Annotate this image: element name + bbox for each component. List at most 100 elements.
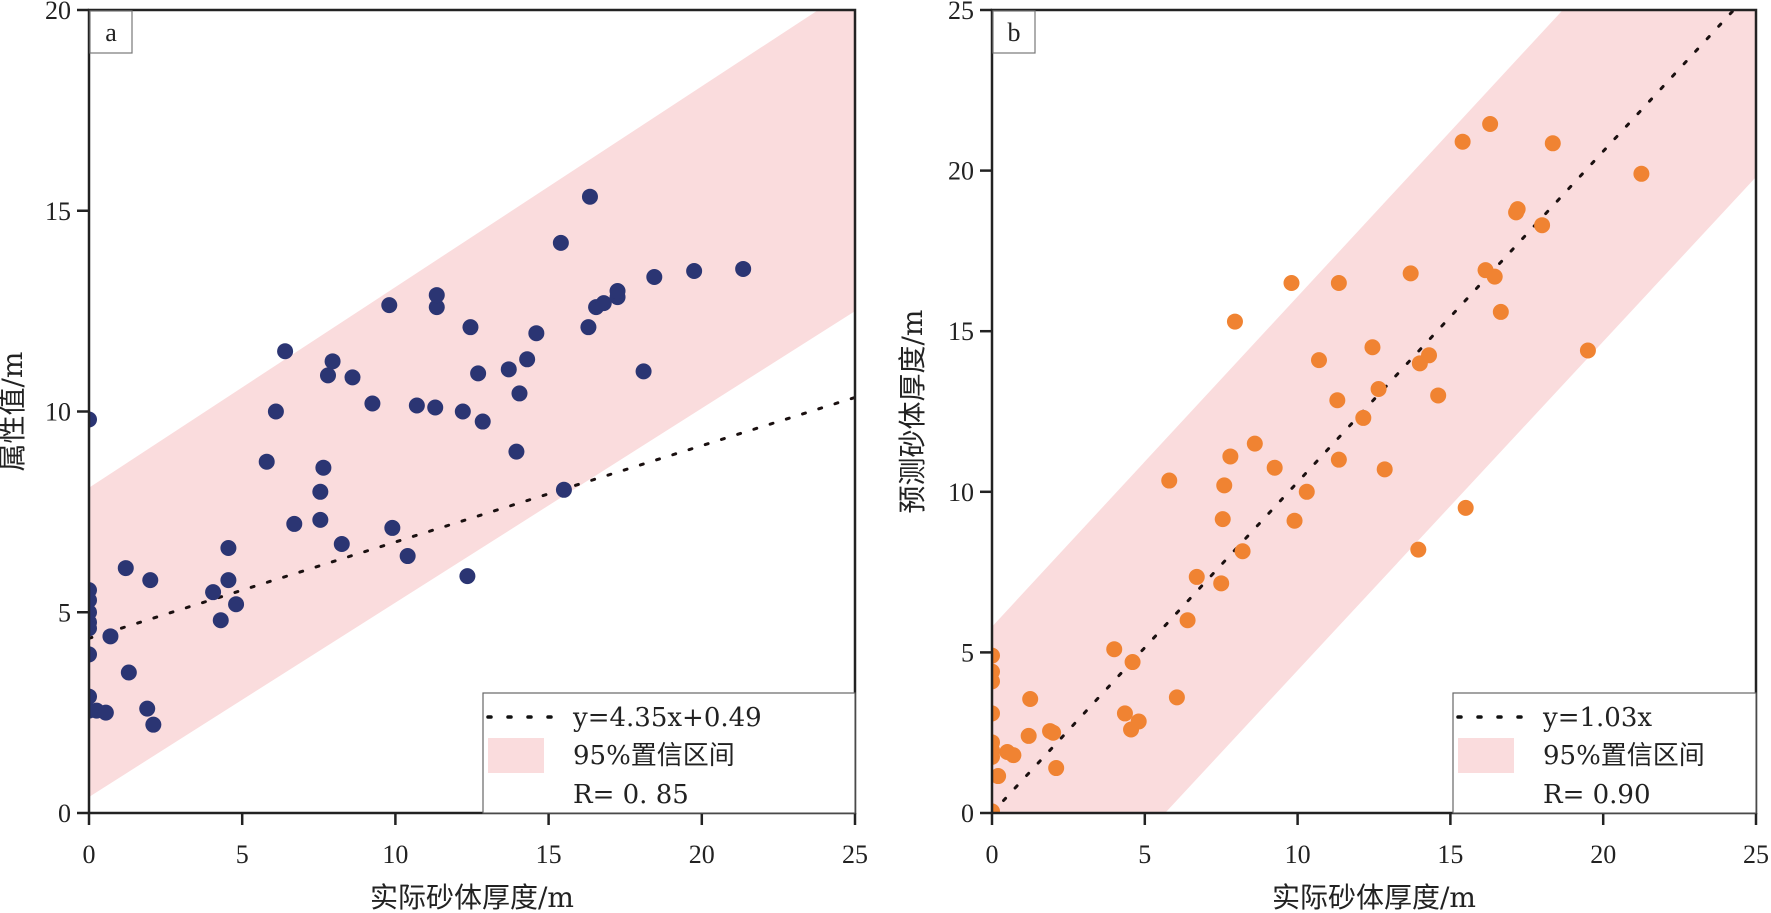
y-tick-label: 0 [961, 799, 974, 828]
plot-area [992, 10, 1756, 813]
x-tick-label: 15 [1437, 840, 1463, 869]
data-point [1022, 690, 1039, 707]
data-point [1188, 568, 1205, 585]
data-point [508, 443, 525, 460]
data-point [145, 716, 162, 733]
data-point [1214, 511, 1231, 528]
y-axis-title: 预测砂体厚度/m [896, 310, 929, 514]
data-point [220, 540, 237, 557]
data-point [1286, 512, 1303, 529]
data-point [312, 511, 329, 528]
legend: y=1.03x 95%置信区间 R= 0.90 [1452, 692, 1757, 814]
data-point [1482, 116, 1499, 133]
data-point [333, 535, 350, 552]
data-point [595, 295, 612, 312]
data-point [1579, 342, 1596, 359]
data-point [552, 234, 569, 251]
data-point [1106, 641, 1123, 658]
data-point [992, 673, 1000, 690]
legend-r-label: R= 0.90 [1543, 780, 1651, 810]
data-point [1509, 201, 1526, 218]
y-tick-label: 5 [961, 638, 974, 667]
y-tick-label: 5 [58, 598, 71, 627]
data-point [1226, 313, 1243, 330]
data-point [1246, 435, 1263, 452]
data-point [1544, 135, 1561, 152]
plot-frame [990, 8, 1758, 815]
data-point [646, 268, 663, 285]
data-point [1161, 472, 1178, 489]
data-point [408, 397, 425, 414]
x-tick-label: 5 [236, 840, 249, 869]
data-point [220, 572, 237, 589]
legend-band-label: 95%置信区间 [573, 741, 735, 771]
data-point [381, 297, 398, 314]
data-point [258, 453, 275, 470]
data-point [89, 688, 97, 705]
legend: y=4.35x+0.49 95%置信区间 R= 0. 85 [482, 692, 856, 814]
x-tick-label: 5 [1138, 840, 1151, 869]
data-point [1457, 499, 1474, 516]
chart-panel-a: 0 5 10 15 20 25 0 5 10 15 20 实际砂体厚度/m 属性值/m a y=4.35x+… [0, 0, 868, 913]
data-point [470, 365, 487, 382]
data-point [528, 325, 545, 342]
data-point [399, 548, 416, 565]
data-point [580, 319, 597, 336]
data-point [205, 584, 222, 601]
data-point [462, 319, 479, 336]
data-point [312, 483, 329, 500]
x-axis-title: 实际砂体厚度/m [1272, 881, 1476, 913]
data-point [1216, 477, 1233, 494]
x-tick-label: 25 [1743, 840, 1769, 869]
x-tick-label: 0 [83, 840, 96, 869]
data-point [102, 628, 119, 645]
data-point [1486, 268, 1503, 285]
y-tick-label: 20 [948, 157, 974, 186]
y-tick-label: 15 [45, 197, 71, 226]
data-point [1020, 727, 1037, 744]
fit-line [992, 10, 1736, 813]
legend-band-swatch [488, 738, 544, 773]
data-point [1633, 165, 1650, 182]
data-point [212, 612, 229, 629]
confidence-band [89, 10, 855, 797]
legend-fit-label: y=4.35x+0.49 [572, 703, 762, 733]
x-tick-label: 10 [1285, 840, 1311, 869]
data-point [228, 596, 245, 613]
data-point [1492, 303, 1509, 320]
data-point [97, 704, 114, 721]
data-point [1005, 747, 1022, 764]
data-point [120, 664, 137, 681]
data-point [1124, 654, 1141, 671]
data-point [344, 369, 361, 386]
legend-band-label: 95%置信区间 [1543, 741, 1705, 771]
data-point [89, 620, 97, 637]
panel-label: a [105, 18, 117, 47]
data-point [1298, 483, 1315, 500]
data-point [89, 646, 97, 663]
data-point [992, 803, 1000, 813]
y-tick-label: 10 [45, 398, 71, 427]
legend-fit-label: y=1.03x [1542, 703, 1652, 733]
data-point [500, 361, 517, 378]
panel-label-box [89, 10, 133, 54]
y-tick-label: 25 [948, 0, 974, 25]
legend-r-label: R= 0. 85 [573, 780, 689, 810]
data-point [1048, 760, 1065, 777]
data-point [1402, 265, 1419, 282]
data-point [286, 515, 303, 532]
data-point [454, 403, 471, 420]
data-point [609, 283, 626, 300]
data-point [364, 395, 381, 412]
x-tick-label: 25 [842, 840, 868, 869]
data-point [1330, 451, 1347, 468]
data-point [384, 519, 401, 536]
data-point [319, 367, 336, 384]
data-point [427, 399, 444, 416]
x-tick-label: 15 [536, 840, 562, 869]
data-point [686, 262, 703, 279]
data-point [324, 353, 341, 370]
data-point [992, 768, 1007, 785]
confidence-band [992, 10, 1756, 813]
